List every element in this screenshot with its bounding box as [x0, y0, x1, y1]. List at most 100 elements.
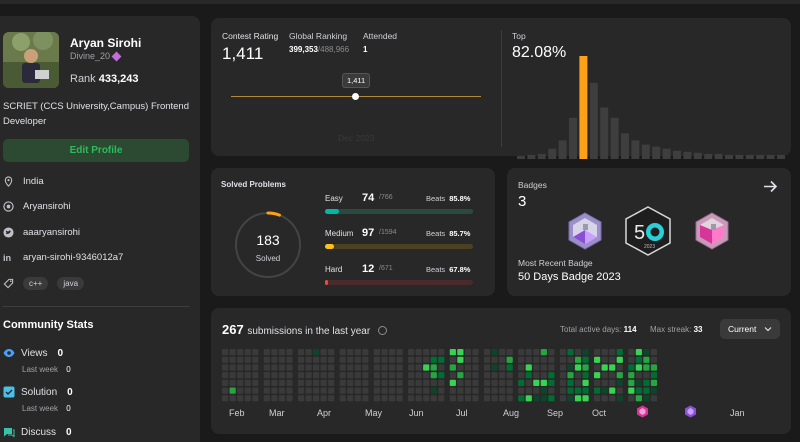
- heatmap-cell[interactable]: [449, 349, 456, 356]
- heatmap-cell[interactable]: [601, 372, 608, 379]
- heatmap-cell[interactable]: [582, 379, 589, 386]
- heatmap-cell[interactable]: [582, 387, 589, 394]
- heatmap-cell[interactable]: [525, 364, 532, 371]
- heatmap-cell[interactable]: [263, 395, 270, 402]
- badge-hex-purple-icon[interactable]: [567, 212, 603, 250]
- heatmap-cell[interactable]: [650, 356, 658, 363]
- heatmap-cell[interactable]: [457, 387, 464, 394]
- heatmap-cell[interactable]: [297, 356, 305, 363]
- heatmap-cell[interactable]: [449, 356, 456, 363]
- heatmap-cell[interactable]: [449, 372, 456, 379]
- heatmap-cell[interactable]: [650, 372, 658, 379]
- heatmap-cell[interactable]: [328, 349, 335, 356]
- heatmap-cell[interactable]: [313, 379, 320, 386]
- heatmap-cell[interactable]: [457, 356, 464, 363]
- heatmap-cell[interactable]: [559, 395, 567, 402]
- heatmap-cell[interactable]: [320, 387, 327, 394]
- heatmap-cell[interactable]: [423, 395, 430, 402]
- heatmap-cell[interactable]: [499, 372, 506, 379]
- heatmap-cell[interactable]: [252, 372, 259, 379]
- heatmap-cell[interactable]: [548, 364, 555, 371]
- heatmap-cell[interactable]: [616, 356, 623, 363]
- heatmap-cell[interactable]: [362, 356, 369, 363]
- heatmap-cell[interactable]: [362, 349, 369, 356]
- heatmap-cell[interactable]: [423, 356, 430, 363]
- heatmap-cell[interactable]: [540, 356, 547, 363]
- heatmap-cell[interactable]: [609, 364, 616, 371]
- heatmap-cell[interactable]: [229, 379, 236, 386]
- heatmap-cell[interactable]: [525, 379, 532, 386]
- heatmap-cell[interactable]: [305, 356, 312, 363]
- heatmap-cell[interactable]: [559, 349, 567, 356]
- heatmap-cell[interactable]: [464, 349, 472, 356]
- heatmap-cell[interactable]: [339, 395, 346, 402]
- heatmap-cell[interactable]: [635, 364, 642, 371]
- heatmap-cell[interactable]: [559, 387, 567, 394]
- heatmap-cell[interactable]: [381, 364, 388, 371]
- heatmap-cell[interactable]: [320, 349, 327, 356]
- heatmap-cell[interactable]: [650, 364, 658, 371]
- heatmap-cell[interactable]: [237, 349, 244, 356]
- heatmap-cell[interactable]: [635, 349, 642, 356]
- heatmap-cell[interactable]: [354, 387, 361, 394]
- heatmap-cell[interactable]: [567, 395, 574, 402]
- heatmap-cell[interactable]: [244, 364, 251, 371]
- heatmap-cell[interactable]: [574, 372, 582, 379]
- heatmap-cell[interactable]: [229, 395, 236, 402]
- heatmap-cell[interactable]: [464, 379, 472, 386]
- heatmap-cell[interactable]: [381, 395, 388, 402]
- heatmap-cell[interactable]: [328, 372, 335, 379]
- heatmap-cell[interactable]: [408, 349, 415, 356]
- heatmap-cell[interactable]: [271, 387, 278, 394]
- heatmap-cell[interactable]: [305, 395, 312, 402]
- twitter-link[interactable]: aaaryansirohi: [23, 227, 81, 238]
- heatmap-cell[interactable]: [449, 395, 456, 402]
- heatmap-cell[interactable]: [472, 395, 479, 402]
- heatmap-cell[interactable]: [339, 372, 346, 379]
- heatmap-cell[interactable]: [628, 356, 635, 363]
- heatmap-cell[interactable]: [297, 379, 305, 386]
- heatmap-cell[interactable]: [415, 395, 422, 402]
- heatmap-cell[interactable]: [381, 387, 388, 394]
- heatmap-cell[interactable]: [430, 387, 437, 394]
- heatmap-cell[interactable]: [506, 356, 513, 363]
- heatmap-cell[interactable]: [609, 395, 616, 402]
- heatmap-cell[interactable]: [373, 379, 381, 386]
- heatmap-cell[interactable]: [278, 349, 286, 356]
- heatmap-cell[interactable]: [438, 349, 445, 356]
- heatmap-cell[interactable]: [635, 395, 642, 402]
- heatmap-cell[interactable]: [252, 379, 259, 386]
- heatmap-cell[interactable]: [518, 372, 525, 379]
- rating-point[interactable]: [352, 93, 359, 100]
- heatmap-cell[interactable]: [237, 395, 244, 402]
- heatmap-cell[interactable]: [271, 364, 278, 371]
- heatmap-cell[interactable]: [525, 372, 532, 379]
- heatmap-cell[interactable]: [423, 349, 430, 356]
- heatmap-cell[interactable]: [313, 395, 320, 402]
- heatmap-cell[interactable]: [396, 372, 403, 379]
- heatmap-cell[interactable]: [499, 356, 506, 363]
- heatmap-cell[interactable]: [574, 364, 582, 371]
- heatmap-cell[interactable]: [567, 349, 574, 356]
- heatmap-cell[interactable]: [582, 349, 589, 356]
- heatmap-cell[interactable]: [320, 395, 327, 402]
- heatmap-cell[interactable]: [328, 379, 335, 386]
- heatmap-cell[interactable]: [388, 379, 396, 386]
- heatmap-cell[interactable]: [518, 387, 525, 394]
- heatmap-cell[interactable]: [271, 349, 278, 356]
- heatmap-cell[interactable]: [339, 356, 346, 363]
- heatmap-cell[interactable]: [491, 395, 498, 402]
- heatmap-cell[interactable]: [408, 356, 415, 363]
- heatmap-cell[interactable]: [609, 379, 616, 386]
- heatmap-cell[interactable]: [499, 395, 506, 402]
- heatmap-cell[interactable]: [540, 372, 547, 379]
- heatmap-cell[interactable]: [601, 395, 608, 402]
- heatmap-cell[interactable]: [339, 349, 346, 356]
- heatmap-cell[interactable]: [229, 356, 236, 363]
- heatmap-cell[interactable]: [271, 356, 278, 363]
- heatmap-cell[interactable]: [229, 349, 236, 356]
- heatmap-cell[interactable]: [643, 395, 650, 402]
- heatmap-cell[interactable]: [222, 372, 229, 379]
- heatmap-cell[interactable]: [643, 387, 650, 394]
- badge-50-days-icon[interactable]: 5 2023: [624, 206, 672, 256]
